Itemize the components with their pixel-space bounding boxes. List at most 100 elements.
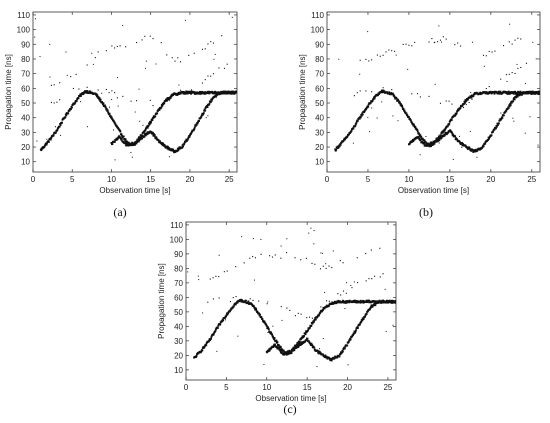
noise-point xyxy=(535,58,537,60)
x-tick-label: 20 xyxy=(185,175,194,184)
data-point xyxy=(392,301,395,304)
data-point xyxy=(179,89,182,91)
data-point xyxy=(474,148,477,151)
series-1 xyxy=(334,89,540,153)
data-point xyxy=(252,299,254,301)
data-point xyxy=(499,90,502,93)
data-point xyxy=(507,90,510,93)
data-point xyxy=(341,301,344,303)
data-point xyxy=(139,136,142,139)
data-point xyxy=(321,310,323,313)
data-point xyxy=(413,124,416,127)
data-point xyxy=(320,306,322,308)
noise-point xyxy=(46,138,48,140)
data-point xyxy=(442,130,445,133)
data-point xyxy=(109,114,112,117)
x-axis-label: Observation time [s] xyxy=(398,186,469,195)
data-point xyxy=(332,302,335,305)
data-point xyxy=(200,350,203,353)
data-point xyxy=(339,143,342,146)
data-point xyxy=(348,133,350,136)
data-point xyxy=(383,90,386,93)
data-point xyxy=(210,99,213,102)
data-point xyxy=(443,134,446,137)
data-point xyxy=(151,132,154,135)
data-point xyxy=(298,342,301,345)
data-point xyxy=(120,133,123,135)
data-point xyxy=(411,138,414,141)
data-point xyxy=(505,92,508,95)
data-point xyxy=(188,54,190,56)
plot-frame xyxy=(32,11,238,173)
data-point xyxy=(509,102,512,105)
data-point xyxy=(224,316,227,319)
data-point xyxy=(316,315,319,318)
data-point xyxy=(402,43,404,45)
data-point xyxy=(338,145,341,148)
data-point xyxy=(230,92,232,95)
y-tick-label: 100 xyxy=(170,235,184,244)
data-point xyxy=(342,139,345,142)
data-point xyxy=(194,124,197,127)
data-point xyxy=(412,124,415,127)
noise-point xyxy=(425,136,427,138)
data-point xyxy=(365,90,367,92)
data-point xyxy=(452,133,455,136)
data-point xyxy=(431,37,433,40)
data-point xyxy=(382,89,385,92)
data-point xyxy=(364,315,367,318)
data-point xyxy=(206,106,209,109)
data-point xyxy=(382,273,384,275)
noise-point xyxy=(359,73,361,75)
data-point xyxy=(185,140,188,142)
data-point xyxy=(152,38,154,40)
data-point xyxy=(302,342,305,344)
data-point xyxy=(373,304,376,307)
noise-point xyxy=(500,112,502,114)
noise-point xyxy=(469,130,471,132)
data-point xyxy=(116,97,118,99)
data-point xyxy=(43,145,46,148)
data-point xyxy=(349,338,352,341)
data-point xyxy=(353,299,355,302)
data-point xyxy=(305,339,308,341)
noise-point xyxy=(272,325,274,327)
data-point xyxy=(187,137,190,140)
data-point xyxy=(150,121,152,123)
data-point xyxy=(86,86,88,88)
data-point xyxy=(210,335,213,338)
data-point xyxy=(157,139,160,142)
y-tick-label: 70 xyxy=(315,70,324,79)
data-point xyxy=(362,301,365,304)
data-point xyxy=(126,140,128,143)
data-point xyxy=(377,301,380,304)
data-point xyxy=(450,119,453,122)
noise-point xyxy=(313,243,315,245)
data-point xyxy=(470,94,473,97)
data-point xyxy=(265,323,268,326)
data-point xyxy=(512,91,515,94)
data-point xyxy=(203,345,206,348)
noise-point xyxy=(320,252,322,254)
data-point xyxy=(476,149,479,152)
noise-point xyxy=(516,63,518,65)
data-point xyxy=(409,141,412,144)
noise-point xyxy=(213,58,215,60)
data-point xyxy=(151,119,154,122)
data-point xyxy=(73,102,76,105)
data-point xyxy=(299,342,302,345)
y-tick-label: 40 xyxy=(174,322,183,331)
data-point xyxy=(264,322,267,325)
data-point xyxy=(106,109,109,112)
data-point xyxy=(216,327,219,329)
series-4 xyxy=(209,247,381,280)
noise-point xyxy=(91,52,93,54)
data-point xyxy=(222,319,225,322)
data-point xyxy=(459,106,462,109)
noise-point xyxy=(310,227,312,229)
data-point xyxy=(525,62,528,64)
data-point xyxy=(163,102,166,105)
data-point xyxy=(201,349,204,352)
data-point xyxy=(186,138,189,141)
data-point xyxy=(168,147,171,150)
